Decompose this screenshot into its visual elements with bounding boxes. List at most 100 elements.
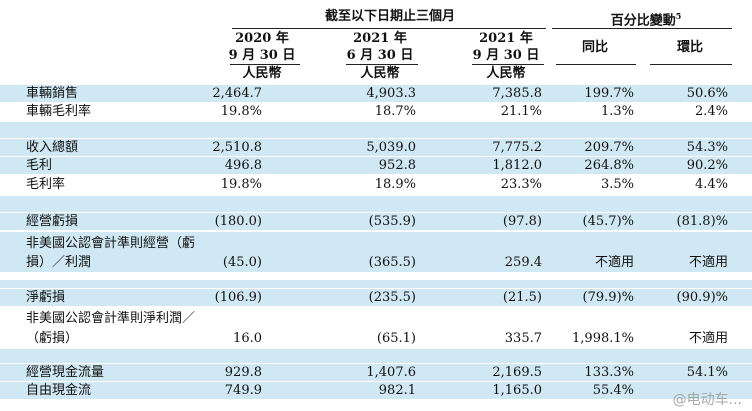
table-row: 非美國公認會計準則淨利潤／ （虧損） 16.0 (65.1) 335.7 1,9…	[0, 308, 752, 348]
cell-value: 496.8	[224, 158, 262, 173]
col-unit-2: 人民幣	[360, 66, 400, 81]
cell-value: 不適用	[688, 331, 728, 346]
cell-value: 23.3%	[500, 177, 542, 192]
col-unit-3: 人民幣	[486, 66, 526, 81]
cell-value: 54.3%	[686, 140, 728, 155]
row-label: 損）／利潤	[26, 255, 92, 270]
cell-value: 19.8%	[220, 104, 262, 119]
table-row: 收入總額 2,510.8 5,039.0 7,775.2 209.7% 54.3…	[0, 139, 752, 156]
cell-value: 133.3%	[584, 365, 634, 380]
cell-value: 2.4%	[694, 104, 728, 119]
cell-value: 2,169.5	[492, 365, 542, 380]
table-row: 車輛毛利率 19.8% 18.7% 21.1% 1.3% 2.4%	[0, 103, 752, 120]
cell-value: (45.0)	[222, 255, 262, 270]
col-rule-5	[650, 64, 732, 65]
col-header-qoq: 環比	[676, 40, 703, 55]
col-unit-1: 人民幣	[242, 66, 282, 81]
spacer-row	[0, 196, 752, 212]
cell-value: 5,039.0	[366, 140, 416, 155]
group-title: 截至以下日期止三個月	[324, 9, 455, 24]
cell-value: 259.4	[504, 255, 542, 270]
cell-value: 3.5%	[600, 177, 634, 192]
col-rule-2	[346, 64, 418, 65]
cell-value: 18.7%	[374, 104, 416, 119]
row-label: 車輛銷售	[26, 86, 79, 101]
cell-value: 55.4%	[592, 383, 634, 398]
cell-value: (535.9)	[368, 214, 416, 229]
cell-value: 19.8%	[220, 177, 262, 192]
table-row: 經營虧損 (180.0) (535.9) (97.8) (45.7)% (81.…	[0, 213, 752, 230]
cell-value: (65.1)	[376, 331, 416, 346]
col-header-2021-jun: 2021 年 6 月 30 日	[346, 31, 414, 63]
cell-value: 不適用	[688, 255, 728, 270]
cell-value: 21.1%	[500, 104, 542, 119]
table-row: 非美國公認會計準則經營（虧 損）／利潤 (45.0) (365.5) 259.4…	[0, 232, 752, 272]
cell-value: (106.9)	[214, 290, 262, 305]
cell-value: 929.8	[224, 365, 262, 380]
pct-change-title: 百分比變動5	[610, 11, 682, 29]
col-rule-4	[556, 64, 636, 65]
spacer-row	[0, 349, 752, 363]
cell-value: (180.0)	[214, 214, 262, 229]
cell-value: 199.7%	[584, 86, 634, 101]
cell-value: 982.1	[378, 383, 416, 398]
cell-value: 16.0	[233, 331, 262, 346]
cell-value: 不適用	[594, 255, 634, 270]
row-label: 經營現金流量	[26, 365, 105, 380]
table-row: 自由現金流 749.9 982.1 1,165.0 55.4%	[0, 382, 752, 399]
cell-value: 952.8	[378, 158, 416, 173]
cell-value: 264.8%	[584, 158, 634, 173]
col-header-yoy: 同比	[581, 40, 608, 55]
col-header-2021-sep: 2021 年 9 月 30 日	[472, 31, 540, 63]
cell-value: 1,812.0	[492, 158, 542, 173]
watermark: @电动车...	[672, 392, 742, 408]
cell-value: 7,385.8	[492, 86, 542, 101]
table-row: 經營現金流量 929.8 1,407.6 2,169.5 133.3% 54.1…	[0, 364, 752, 381]
table-row: 車輛銷售 2,464.7 4,903.3 7,385.8 199.7% 50.6…	[0, 85, 752, 102]
col-rule-3	[472, 64, 544, 65]
row-label: 非美國公認會計準則經營（虧	[26, 236, 196, 251]
cell-value: 4.4%	[694, 177, 728, 192]
row-label: 車輛毛利率	[26, 104, 92, 119]
cell-value: (79.9)%	[582, 290, 634, 305]
cell-value: 90.2%	[686, 158, 728, 173]
group-title-rule	[232, 28, 546, 29]
table-row: 毛利率 19.8% 18.9% 23.3% 3.5% 4.4%	[0, 176, 752, 193]
col-rule-1	[230, 64, 300, 65]
footnote-marker: 5	[675, 11, 682, 21]
cell-value: (45.7)%	[582, 214, 634, 229]
table-row: 淨虧損 (106.9) (235.5) (21.5) (79.9)% (90.9…	[0, 289, 752, 306]
table-row: 毛利 496.8 952.8 1,812.0 264.8% 90.2%	[0, 157, 752, 174]
row-label: 毛利率	[26, 177, 66, 192]
cell-value: 18.9%	[374, 177, 416, 192]
row-label: 毛利	[26, 158, 53, 173]
cell-value: (365.5)	[368, 255, 416, 270]
cell-value: 1,998.1%	[572, 331, 634, 346]
pct-title-rule	[552, 28, 732, 29]
cell-value: (235.5)	[368, 290, 416, 305]
spacer-row	[0, 122, 752, 138]
row-label: 經營虧損	[26, 214, 79, 229]
cell-value: 54.1%	[686, 365, 728, 380]
spacer-row	[0, 280, 752, 288]
row-label: 淨虧損	[26, 290, 66, 305]
row-label: （虧損）	[26, 331, 79, 346]
cell-value: (21.5)	[502, 290, 542, 305]
col-header-2020-sep: 2020 年 9 月 30 日	[228, 31, 296, 63]
cell-value: 209.7%	[584, 140, 634, 155]
row-label: 收入總額	[26, 140, 79, 155]
cell-value: 50.6%	[686, 86, 728, 101]
cell-value: 4,903.3	[366, 86, 416, 101]
cell-value: (90.9)%	[676, 290, 728, 305]
cell-value: 2,510.8	[212, 140, 262, 155]
cell-value: (81.8)%	[676, 214, 728, 229]
cell-value: 1,407.6	[366, 365, 416, 380]
cell-value: 1.3%	[600, 104, 634, 119]
cell-value: 1,165.0	[492, 383, 542, 398]
row-label: 自由現金流	[26, 383, 92, 398]
cell-value: (97.8)	[502, 214, 542, 229]
cell-value: 7,775.2	[492, 140, 542, 155]
cell-value: 2,464.7	[212, 86, 262, 101]
row-label: 非美國公認會計準則淨利潤／	[26, 311, 196, 326]
